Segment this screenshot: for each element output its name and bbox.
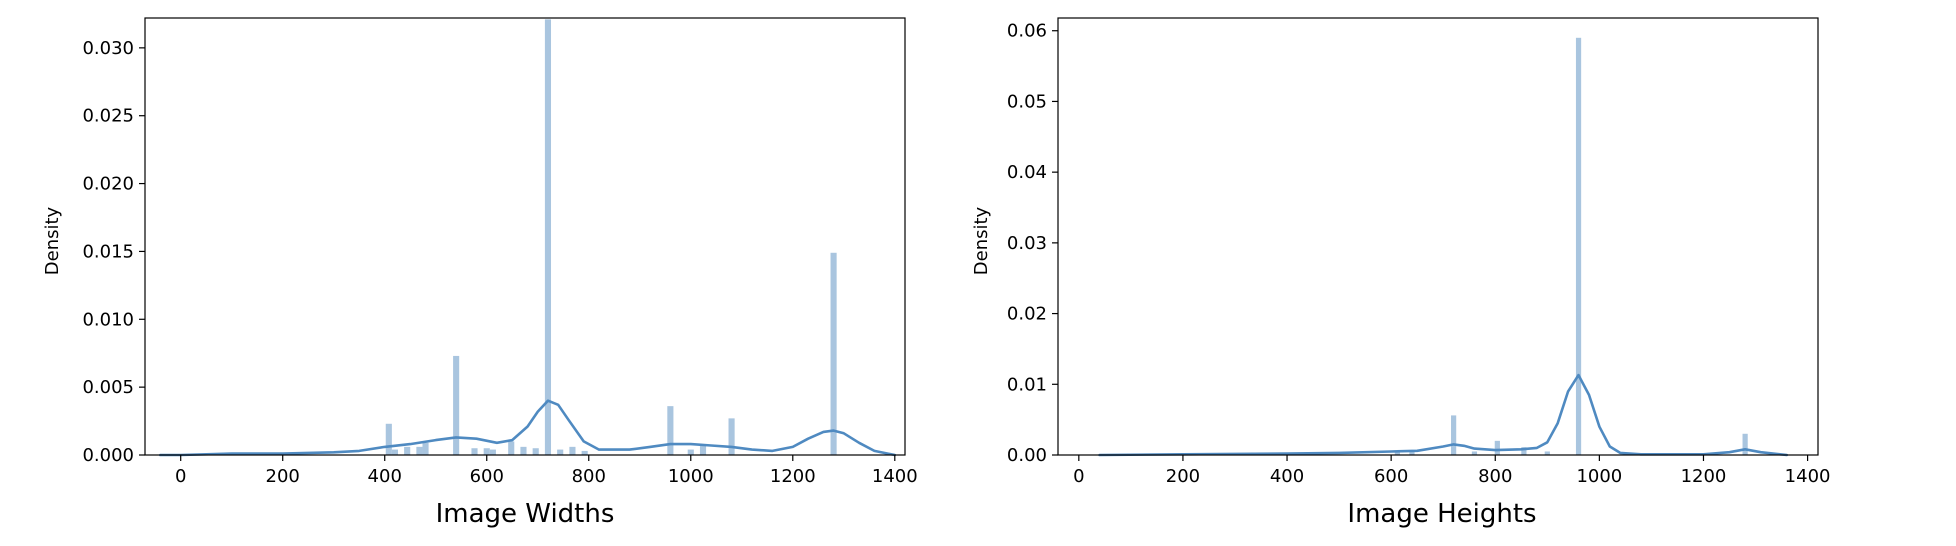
histogram-bar <box>532 448 539 455</box>
histogram-bar <box>830 252 837 455</box>
x-axis-label: Image Widths <box>436 499 615 529</box>
image-widths-chart: Image Widths Density 0 200 400 600 800 1000 12… <box>42 17 918 529</box>
x-tick-label: 1000 <box>1576 466 1622 487</box>
histogram-bar <box>1742 433 1748 455</box>
histogram-bar <box>404 446 411 455</box>
histogram-bar <box>728 418 735 455</box>
y-tick-label: 0.010 <box>82 309 134 330</box>
x-tick-label: 400 <box>368 466 402 487</box>
histogram-bar <box>557 449 564 455</box>
y-tick-label: 0.000 <box>82 445 134 466</box>
histogram-bar <box>687 449 694 455</box>
histogram-bar <box>483 448 490 455</box>
histogram-bar <box>385 423 392 455</box>
histogram-bar <box>416 446 423 455</box>
x-tick-label: 1200 <box>1681 466 1727 487</box>
histogram-bar <box>1494 440 1500 455</box>
y-tick-label: 0.02 <box>1007 304 1047 325</box>
y-tick-label: 0.025 <box>82 106 134 127</box>
x-tick-label: 1000 <box>668 466 714 487</box>
y-tick-label: 0.00 <box>1007 445 1047 466</box>
y-tick-label: 0.030 <box>82 38 134 59</box>
x-tick-label: 1400 <box>872 466 918 487</box>
plot-frame <box>1057 17 1819 456</box>
x-axis-label: Image Heights <box>1347 499 1536 529</box>
histogram-bar <box>581 450 588 455</box>
histogram-bar <box>1451 415 1457 455</box>
histogram-bar <box>569 446 576 455</box>
histogram-bar <box>544 19 552 455</box>
x-tick-label: 600 <box>1374 466 1408 487</box>
x-tick-label: 1400 <box>1785 466 1831 487</box>
histogram-bar <box>508 441 515 455</box>
x-tick-label: 800 <box>1478 466 1512 487</box>
x-tick-label: 0 <box>175 466 186 487</box>
histogram-bar <box>699 445 707 455</box>
y-tick-label: 0.020 <box>82 174 134 195</box>
x-tick-label: 800 <box>572 466 606 487</box>
y-tick-label: 0.005 <box>82 377 134 398</box>
histogram-bar <box>520 446 527 455</box>
y-tick-label: 0.06 <box>1007 21 1047 42</box>
y-axis-label: Density <box>971 206 992 275</box>
x-tick-label: 200 <box>266 466 300 487</box>
plot-frame <box>144 17 906 456</box>
y-tick-label: 0.015 <box>82 241 134 262</box>
x-tick-label: 1200 <box>770 466 816 487</box>
histogram-bar <box>422 442 429 455</box>
y-axis-label: Density <box>42 206 63 275</box>
histogram-bar <box>453 355 460 455</box>
x-tick-label: 200 <box>1166 466 1200 487</box>
kde-line <box>1098 373 1789 457</box>
x-tick-label: 400 <box>1270 466 1304 487</box>
y-tick-label: 0.03 <box>1007 233 1047 254</box>
y-tick-label: 0.04 <box>1007 162 1047 183</box>
x-tick-label: 0 <box>1073 466 1084 487</box>
x-tick-label: 600 <box>470 466 504 487</box>
histogram-bar <box>391 449 398 455</box>
histogram-bar <box>1575 37 1582 456</box>
kde-line <box>159 399 897 457</box>
y-tick-label: 0.01 <box>1007 374 1047 395</box>
histogram-bar <box>667 406 674 455</box>
histogram-bar <box>1409 450 1415 455</box>
histogram-bar <box>1471 451 1478 455</box>
histogram-bar <box>1544 451 1550 455</box>
y-tick-label: 0.05 <box>1007 91 1047 112</box>
histogram-bar <box>489 449 496 455</box>
histogram-bar <box>1521 447 1527 455</box>
histogram-bar <box>1394 451 1400 455</box>
image-heights-chart: Image Heights Density 0 200 400 600 800 1000 1… <box>971 17 1831 529</box>
histogram-bar <box>471 448 478 455</box>
